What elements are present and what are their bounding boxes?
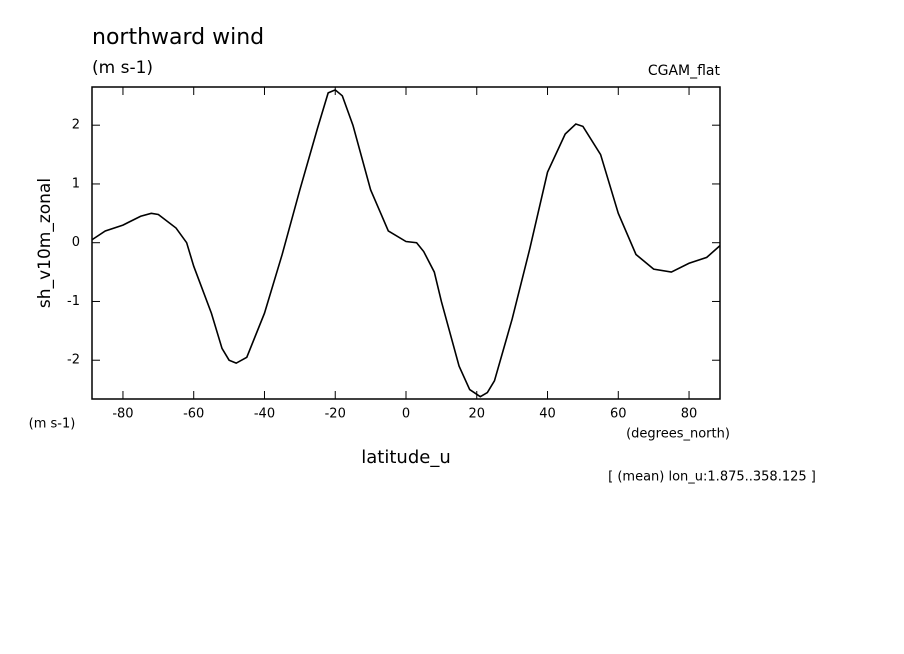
x-tick-label: 0 (402, 407, 410, 422)
x-tick-label: 20 (468, 407, 485, 422)
x-axis-label: latitude_u (361, 447, 450, 468)
x-tick-label: 80 (681, 407, 698, 422)
x-units: (degrees_north) (626, 427, 730, 442)
y-tick-label: 1 (72, 176, 80, 191)
y-tick-label: 0 (72, 235, 80, 250)
x-tick-label: 60 (610, 407, 627, 422)
y-units: (m s-1) (29, 417, 76, 432)
units: (m s-1) (92, 58, 153, 78)
y-axis-label: sh_v10m_zonal (35, 178, 55, 308)
y-tick-label: -1 (67, 294, 80, 309)
x-tick-label: -60 (183, 407, 204, 422)
annotation: [ (mean) lon_u:1.875..358.125 ] (608, 470, 816, 485)
x-tick-label: 40 (539, 407, 556, 422)
y-tick-label: 2 (72, 118, 80, 133)
chart-title: northward wind (92, 25, 264, 50)
x-tick-label: -20 (325, 407, 346, 422)
line (91, 89, 721, 398)
x-tick-label: -40 (254, 407, 275, 422)
x-tick-label: -80 (112, 407, 133, 422)
y-tick-label: -2 (67, 353, 80, 368)
dataset-label: CGAM_flat (648, 63, 721, 79)
